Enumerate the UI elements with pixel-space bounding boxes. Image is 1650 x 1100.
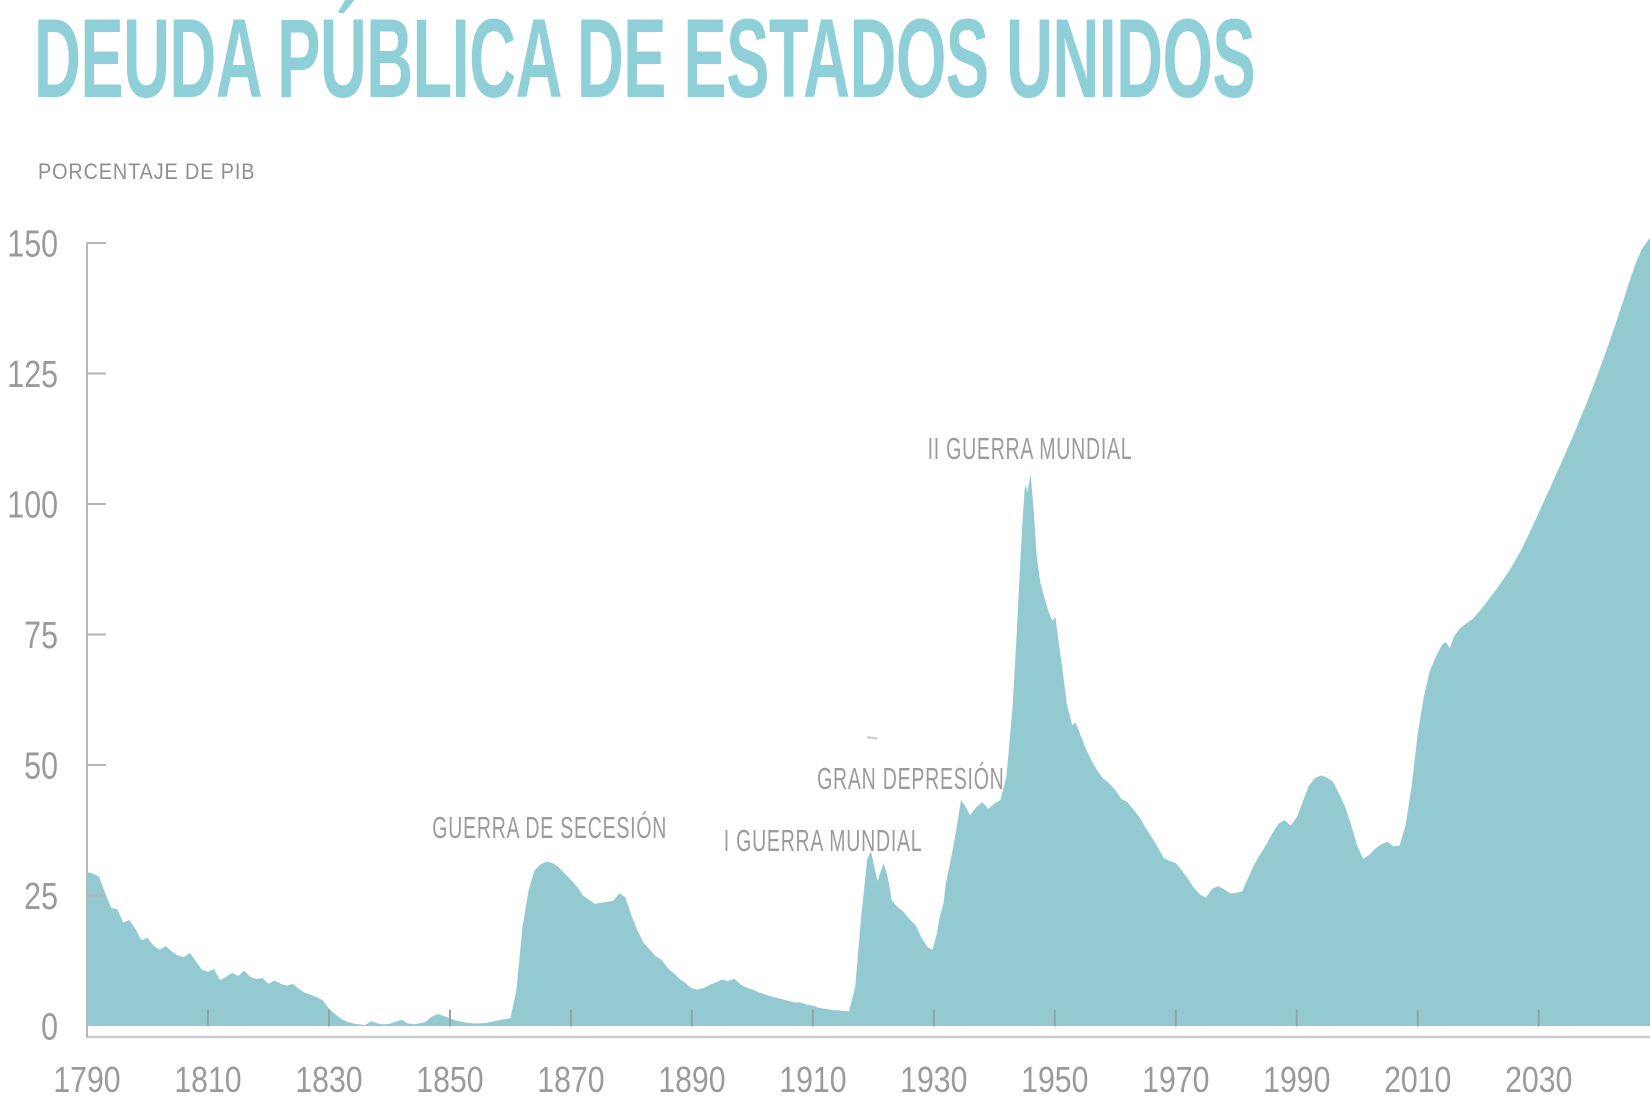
y-tick-label-0: 0 bbox=[41, 1006, 58, 1048]
x-tick-label-1970: 1970 bbox=[1142, 1061, 1209, 1100]
y-tick-label-75: 75 bbox=[24, 615, 58, 657]
x-tick-label-2010: 2010 bbox=[1384, 1061, 1451, 1100]
x-tick-label-1990: 1990 bbox=[1263, 1061, 1330, 1100]
annotation-label-wwi: I GUERRA MUNDIAL bbox=[724, 825, 923, 859]
x-tick-label-1790: 1790 bbox=[53, 1061, 120, 1100]
stray-mark bbox=[867, 736, 878, 740]
x-tick-label-1870: 1870 bbox=[537, 1061, 604, 1100]
annotation-label-civil-war: GUERRA DE SECESIÓN bbox=[432, 811, 667, 846]
debt-area-series bbox=[87, 237, 1650, 1027]
y-axis-title: PORCENTAJE DE PIB bbox=[38, 159, 256, 184]
page-title: DEUDA PÚBLICA DE ESTADOS UNIDOS bbox=[34, 0, 1256, 121]
x-tick-label-2030: 2030 bbox=[1505, 1061, 1572, 1100]
x-tick-label-1930: 1930 bbox=[900, 1061, 967, 1100]
x-tick-label-1950: 1950 bbox=[1021, 1061, 1088, 1100]
annotation-label-great-depression: GRAN DEPRESIÓN bbox=[817, 761, 1004, 796]
annotation-label-wwii: II GUERRA MUNDIAL bbox=[928, 433, 1133, 467]
y-tick-label-125: 125 bbox=[7, 354, 58, 396]
x-tick-label-1810: 1810 bbox=[174, 1061, 241, 1100]
y-tick-label-50: 50 bbox=[24, 745, 58, 787]
x-tick-label-1830: 1830 bbox=[295, 1061, 362, 1100]
x-tick-label-1890: 1890 bbox=[658, 1061, 725, 1100]
x-tick-label-1910: 1910 bbox=[779, 1061, 846, 1100]
y-tick-label-25: 25 bbox=[24, 876, 58, 918]
y-tick-label-150: 150 bbox=[7, 223, 58, 265]
x-tick-label-1850: 1850 bbox=[416, 1061, 483, 1100]
y-tick-label-100: 100 bbox=[7, 484, 58, 526]
